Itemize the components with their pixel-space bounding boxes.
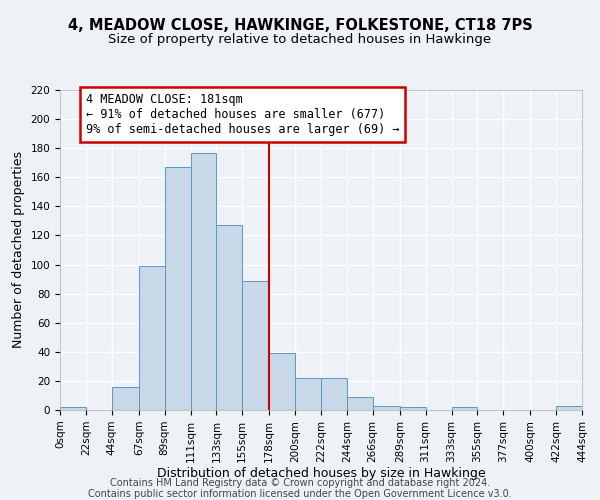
- Bar: [400, 407, 425, 410]
- Bar: [556, 406, 582, 410]
- Text: 4 MEADOW CLOSE: 181sqm
← 91% of detached houses are smaller (677)
9% of semi-det: 4 MEADOW CLOSE: 181sqm ← 91% of detached…: [86, 93, 400, 136]
- Bar: [60, 407, 86, 410]
- Bar: [217, 226, 242, 410]
- Text: Contains public sector information licensed under the Open Government Licence v3: Contains public sector information licen…: [88, 489, 512, 499]
- Bar: [242, 280, 269, 410]
- Text: 4, MEADOW CLOSE, HAWKINGE, FOLKESTONE, CT18 7PS: 4, MEADOW CLOSE, HAWKINGE, FOLKESTONE, C…: [68, 18, 532, 32]
- Text: Contains HM Land Registry data © Crown copyright and database right 2024.: Contains HM Land Registry data © Crown c…: [110, 478, 490, 488]
- Y-axis label: Number of detached properties: Number of detached properties: [12, 152, 25, 348]
- Bar: [373, 406, 400, 410]
- Bar: [269, 354, 295, 410]
- Bar: [191, 152, 217, 410]
- X-axis label: Distribution of detached houses by size in Hawkinge: Distribution of detached houses by size …: [157, 468, 485, 480]
- Bar: [347, 397, 373, 410]
- Text: Size of property relative to detached houses in Hawkinge: Size of property relative to detached ho…: [109, 32, 491, 46]
- Bar: [295, 378, 321, 410]
- Bar: [112, 386, 139, 410]
- Bar: [164, 167, 191, 410]
- Bar: [139, 266, 164, 410]
- Bar: [452, 407, 478, 410]
- Bar: [321, 378, 347, 410]
